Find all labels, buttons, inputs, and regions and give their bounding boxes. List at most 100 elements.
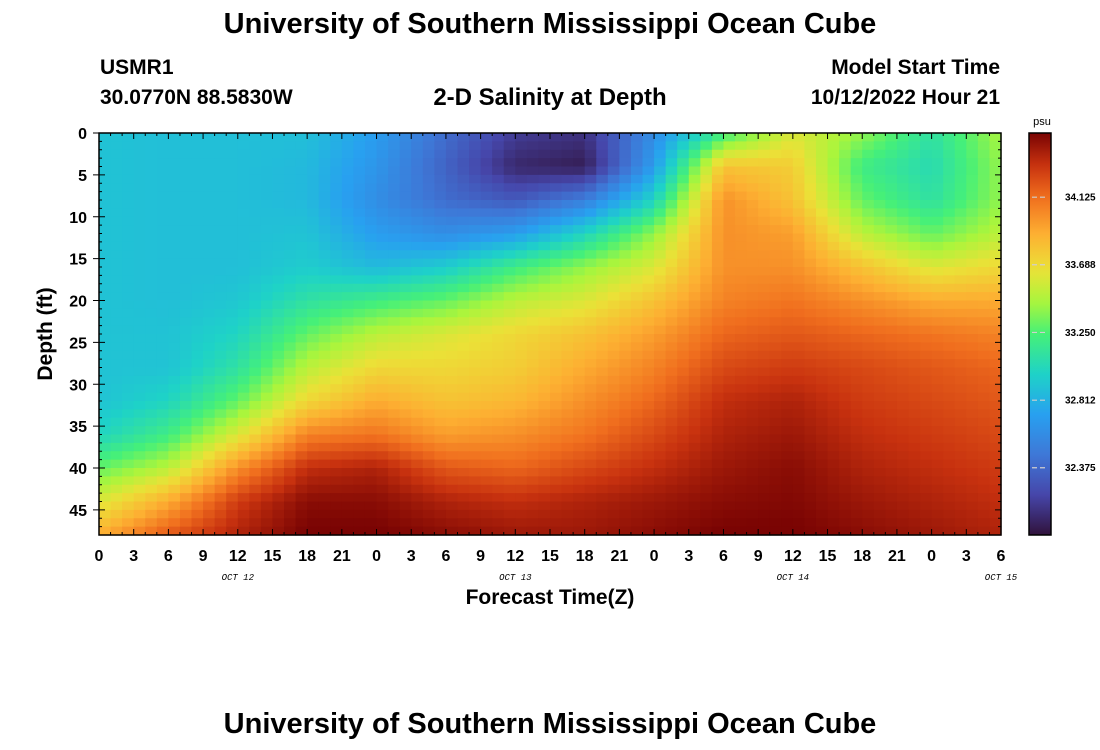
heatmap-cell bbox=[145, 308, 158, 318]
heatmap-cell bbox=[364, 250, 378, 260]
heatmap-cell bbox=[318, 509, 331, 519]
heatmap-cell bbox=[307, 350, 320, 360]
heatmap-cell bbox=[584, 509, 597, 519]
heatmap-cell bbox=[642, 250, 655, 260]
heatmap-cell bbox=[168, 417, 181, 427]
heatmap-cell bbox=[619, 241, 632, 251]
heatmap-cell bbox=[584, 417, 597, 427]
heatmap-cell bbox=[191, 509, 204, 519]
heatmap-cell bbox=[688, 149, 701, 159]
heatmap-cell bbox=[561, 141, 574, 151]
heatmap-cell bbox=[364, 509, 378, 519]
heatmap-cell bbox=[654, 417, 667, 427]
heatmap-cell bbox=[607, 367, 620, 377]
heatmap-cell bbox=[492, 350, 505, 360]
heatmap-cell bbox=[989, 292, 1002, 302]
heatmap-cell bbox=[550, 459, 563, 469]
heatmap-cell bbox=[896, 367, 910, 377]
heatmap-cell bbox=[133, 509, 146, 519]
heatmap-cell bbox=[943, 417, 956, 427]
heatmap-cell bbox=[839, 501, 852, 511]
heatmap-cell bbox=[769, 292, 782, 302]
heatmap-cell bbox=[237, 200, 250, 209]
heatmap-cell bbox=[584, 451, 597, 461]
heatmap-cell bbox=[110, 258, 123, 268]
heatmap-cell bbox=[873, 325, 886, 335]
heatmap-cell bbox=[249, 501, 262, 511]
heatmap-cell bbox=[677, 359, 690, 369]
heatmap-cell bbox=[388, 476, 401, 486]
heatmap-cell bbox=[203, 308, 216, 318]
heatmap-cell bbox=[735, 350, 748, 360]
heatmap-cell bbox=[769, 434, 782, 444]
heatmap-cell bbox=[804, 292, 817, 302]
heatmap-cell bbox=[596, 518, 609, 528]
heatmap-cell bbox=[815, 133, 829, 142]
heatmap-cell bbox=[677, 216, 690, 226]
heatmap-cell bbox=[203, 275, 216, 285]
heatmap-cell bbox=[700, 501, 713, 511]
heatmap-cell bbox=[307, 275, 320, 285]
heatmap-cell bbox=[191, 225, 204, 235]
heatmap-cell bbox=[596, 225, 609, 235]
heatmap-cell bbox=[503, 417, 516, 427]
heatmap-cell bbox=[110, 225, 123, 235]
heatmap-cell bbox=[214, 317, 227, 327]
heatmap-cell bbox=[781, 174, 794, 184]
heatmap-cell bbox=[133, 384, 146, 394]
heatmap-cell bbox=[145, 208, 158, 218]
heatmap-cell bbox=[573, 409, 586, 419]
heatmap-cell bbox=[550, 317, 563, 327]
heatmap-cell bbox=[665, 401, 678, 410]
heatmap-cell bbox=[862, 300, 875, 310]
heatmap-cell bbox=[723, 141, 736, 151]
heatmap-cell bbox=[214, 149, 227, 159]
heatmap-cell bbox=[99, 426, 112, 436]
heatmap-cell bbox=[654, 359, 667, 369]
heatmap-cell bbox=[827, 451, 840, 461]
x-tick-label: 9 bbox=[754, 548, 763, 565]
heatmap-cell bbox=[503, 484, 516, 494]
heatmap-cell bbox=[179, 250, 193, 260]
heatmap-cell bbox=[122, 166, 135, 176]
heatmap-cell bbox=[677, 300, 690, 310]
heatmap-cell bbox=[596, 442, 609, 452]
heatmap-cell bbox=[191, 317, 204, 327]
heatmap-cell bbox=[353, 158, 366, 168]
heatmap-cell bbox=[226, 426, 239, 436]
heatmap-cell bbox=[746, 509, 759, 519]
heatmap-cell bbox=[630, 401, 644, 410]
heatmap-cell bbox=[376, 342, 389, 352]
heatmap-cell bbox=[735, 300, 748, 310]
heatmap-cell bbox=[480, 216, 493, 226]
heatmap-cell bbox=[665, 141, 678, 151]
heatmap-cell bbox=[607, 350, 620, 360]
heatmap-cell bbox=[654, 518, 667, 528]
heatmap-cell bbox=[353, 367, 366, 377]
heatmap-cell bbox=[758, 275, 771, 285]
heatmap-cell bbox=[168, 149, 181, 159]
heatmap-cell bbox=[480, 141, 493, 151]
heatmap-cell bbox=[156, 493, 169, 503]
heatmap-cell bbox=[561, 518, 574, 528]
heatmap-cell bbox=[168, 325, 181, 335]
heatmap-cell bbox=[145, 283, 158, 293]
heatmap-cell bbox=[607, 484, 620, 494]
heatmap-cell bbox=[353, 375, 366, 385]
heatmap-cell bbox=[284, 283, 297, 293]
heatmap-cell bbox=[388, 208, 401, 218]
heatmap-cell bbox=[330, 417, 343, 427]
heatmap-cell bbox=[330, 384, 343, 394]
heatmap-cell bbox=[388, 183, 401, 193]
heatmap-cell bbox=[376, 191, 389, 201]
heatmap-cell bbox=[839, 308, 852, 318]
heatmap-cell bbox=[307, 283, 320, 293]
heatmap-cell bbox=[168, 292, 181, 302]
heatmap-cell bbox=[318, 174, 331, 184]
heatmap-cell bbox=[168, 158, 181, 168]
heatmap-cell bbox=[584, 166, 597, 176]
heatmap-cell bbox=[827, 484, 840, 494]
heatmap-cell bbox=[364, 241, 378, 251]
heatmap-cell bbox=[573, 308, 586, 318]
